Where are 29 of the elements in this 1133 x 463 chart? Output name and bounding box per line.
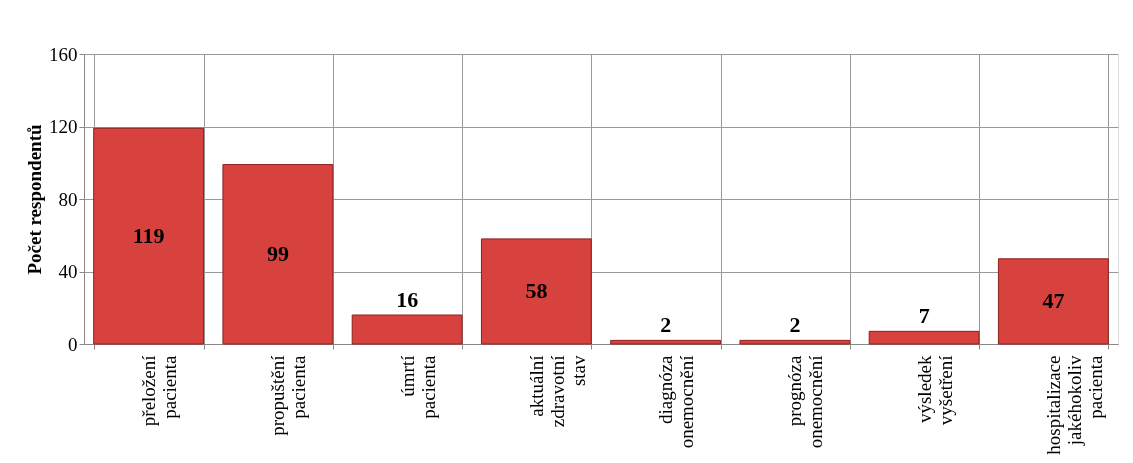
x-tick-label: prognóza onemocnění <box>784 354 827 449</box>
x-tick-label: hospitalizace jakéhokoliv pacienta <box>1042 354 1106 455</box>
data-label: 2 <box>660 312 672 338</box>
x-tick-label: úmrtí pacienta <box>396 354 439 419</box>
y-tick-label: 120 <box>49 116 78 137</box>
bar <box>610 339 722 345</box>
data-label: 7 <box>918 303 930 329</box>
bar <box>222 164 334 345</box>
y-tick-label: 80 <box>58 188 78 210</box>
bar <box>997 258 1109 345</box>
x-tick-label: propuštění pacienta <box>267 354 310 436</box>
bar <box>739 339 851 345</box>
y-tick-label: 160 <box>49 43 78 65</box>
y-axis-title: Počet respondentů <box>24 124 45 275</box>
data-label: 47 <box>1042 288 1065 314</box>
x-tick-label: aktuální zdravotní stav <box>525 354 589 428</box>
bar <box>351 314 463 345</box>
data-label: 119 <box>132 223 165 249</box>
data-label: 2 <box>789 312 801 338</box>
x-tick-label: výsledek vyšetření <box>913 354 956 426</box>
x-tick-label: přeložení pacienta <box>138 354 181 427</box>
bar <box>480 238 592 345</box>
bar <box>93 127 205 345</box>
data-label: 58 <box>525 278 548 304</box>
y-tick-label: 0 <box>68 333 78 355</box>
data-label: 99 <box>266 241 289 267</box>
bar <box>868 330 980 345</box>
y-tick-label: 40 <box>58 261 78 282</box>
data-label: 16 <box>396 287 419 312</box>
